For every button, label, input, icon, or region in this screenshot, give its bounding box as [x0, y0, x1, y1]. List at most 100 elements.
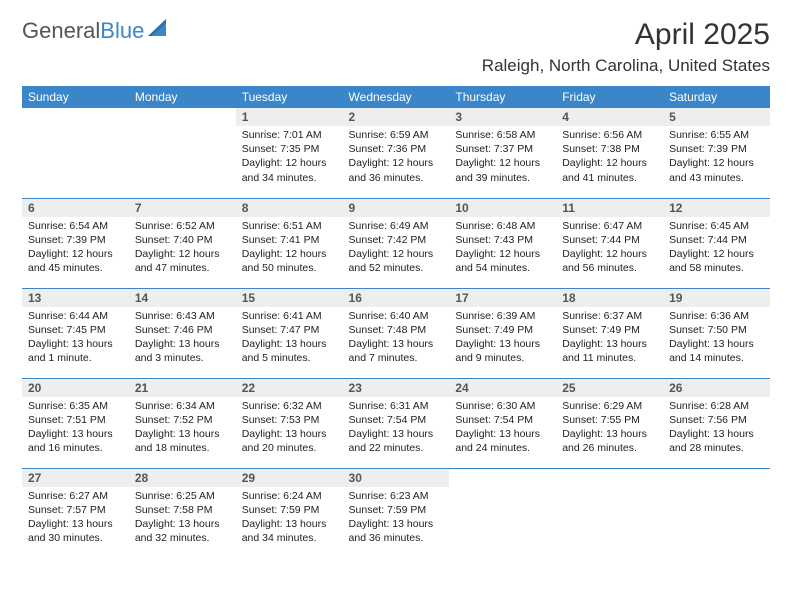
sunset-line: Sunset: 7:47 PM: [242, 323, 337, 337]
day-number: 6: [22, 199, 129, 217]
daylight-line: Daylight: 12 hours and 58 minutes.: [669, 247, 764, 275]
sunrise-line: Sunrise: 6:44 AM: [28, 309, 123, 323]
calendar-cell: 28Sunrise: 6:25 AMSunset: 7:58 PMDayligh…: [129, 468, 236, 558]
sunset-line: Sunset: 7:40 PM: [135, 233, 230, 247]
daylight-line: Daylight: 12 hours and 41 minutes.: [562, 156, 657, 184]
sunset-line: Sunset: 7:58 PM: [135, 503, 230, 517]
day-number: 13: [22, 289, 129, 307]
day-body: Sunrise: 6:30 AMSunset: 7:54 PMDaylight:…: [449, 397, 556, 460]
day-number: 19: [663, 289, 770, 307]
calendar-cell: 3Sunrise: 6:58 AMSunset: 7:37 PMDaylight…: [449, 108, 556, 198]
day-body: Sunrise: 6:29 AMSunset: 7:55 PMDaylight:…: [556, 397, 663, 460]
day-body: Sunrise: 6:31 AMSunset: 7:54 PMDaylight:…: [343, 397, 450, 460]
calendar-cell: ..: [663, 468, 770, 558]
calendar-cell: 18Sunrise: 6:37 AMSunset: 7:49 PMDayligh…: [556, 288, 663, 378]
calendar-cell: 8Sunrise: 6:51 AMSunset: 7:41 PMDaylight…: [236, 198, 343, 288]
sunset-line: Sunset: 7:48 PM: [349, 323, 444, 337]
day-number: 5: [663, 108, 770, 126]
sunset-line: Sunset: 7:54 PM: [349, 413, 444, 427]
sunrise-line: Sunrise: 6:23 AM: [349, 489, 444, 503]
sunrise-line: Sunrise: 6:54 AM: [28, 219, 123, 233]
sunset-line: Sunset: 7:56 PM: [669, 413, 764, 427]
sunrise-line: Sunrise: 6:41 AM: [242, 309, 337, 323]
sunset-line: Sunset: 7:37 PM: [455, 142, 550, 156]
sunrise-line: Sunrise: 6:28 AM: [669, 399, 764, 413]
brand-name-part2: Blue: [100, 18, 144, 43]
daylight-line: Daylight: 13 hours and 24 minutes.: [455, 427, 550, 455]
calendar-cell: 27Sunrise: 6:27 AMSunset: 7:57 PMDayligh…: [22, 468, 129, 558]
day-number: 28: [129, 469, 236, 487]
sunrise-line: Sunrise: 6:34 AM: [135, 399, 230, 413]
calendar-cell: 25Sunrise: 6:29 AMSunset: 7:55 PMDayligh…: [556, 378, 663, 468]
sunset-line: Sunset: 7:52 PM: [135, 413, 230, 427]
calendar-cell: 13Sunrise: 6:44 AMSunset: 7:45 PMDayligh…: [22, 288, 129, 378]
daylight-line: Daylight: 13 hours and 22 minutes.: [349, 427, 444, 455]
sunrise-line: Sunrise: 6:24 AM: [242, 489, 337, 503]
sunrise-line: Sunrise: 6:35 AM: [28, 399, 123, 413]
sunrise-line: Sunrise: 6:55 AM: [669, 128, 764, 142]
daylight-line: Daylight: 12 hours and 50 minutes.: [242, 247, 337, 275]
day-body: Sunrise: 6:24 AMSunset: 7:59 PMDaylight:…: [236, 487, 343, 550]
day-body: Sunrise: 6:36 AMSunset: 7:50 PMDaylight:…: [663, 307, 770, 370]
weekday-header: Friday: [556, 86, 663, 108]
calendar-cell: 2Sunrise: 6:59 AMSunset: 7:36 PMDaylight…: [343, 108, 450, 198]
day-body: Sunrise: 6:37 AMSunset: 7:49 PMDaylight:…: [556, 307, 663, 370]
day-body: Sunrise: 6:58 AMSunset: 7:37 PMDaylight:…: [449, 126, 556, 189]
daylight-line: Daylight: 13 hours and 30 minutes.: [28, 517, 123, 545]
page-header: GeneralBlue April 2025 Raleigh, North Ca…: [22, 18, 770, 76]
day-number: 7: [129, 199, 236, 217]
calendar-table: SundayMondayTuesdayWednesdayThursdayFrid…: [22, 86, 770, 558]
calendar-cell: 19Sunrise: 6:36 AMSunset: 7:50 PMDayligh…: [663, 288, 770, 378]
sunset-line: Sunset: 7:59 PM: [242, 503, 337, 517]
day-body: Sunrise: 6:44 AMSunset: 7:45 PMDaylight:…: [22, 307, 129, 370]
sunset-line: Sunset: 7:51 PM: [28, 413, 123, 427]
day-body: Sunrise: 6:25 AMSunset: 7:58 PMDaylight:…: [129, 487, 236, 550]
daylight-line: Daylight: 12 hours and 39 minutes.: [455, 156, 550, 184]
calendar-cell: 5Sunrise: 6:55 AMSunset: 7:39 PMDaylight…: [663, 108, 770, 198]
day-number: 14: [129, 289, 236, 307]
sunrise-line: Sunrise: 6:43 AM: [135, 309, 230, 323]
day-number: 30: [343, 469, 450, 487]
calendar-week: 20Sunrise: 6:35 AMSunset: 7:51 PMDayligh…: [22, 378, 770, 468]
day-number: 24: [449, 379, 556, 397]
sunset-line: Sunset: 7:55 PM: [562, 413, 657, 427]
sunrise-line: Sunrise: 6:47 AM: [562, 219, 657, 233]
daylight-line: Daylight: 13 hours and 28 minutes.: [669, 427, 764, 455]
sunrise-line: Sunrise: 6:39 AM: [455, 309, 550, 323]
calendar-week: 13Sunrise: 6:44 AMSunset: 7:45 PMDayligh…: [22, 288, 770, 378]
daylight-line: Daylight: 13 hours and 32 minutes.: [135, 517, 230, 545]
daylight-line: Daylight: 12 hours and 56 minutes.: [562, 247, 657, 275]
day-body: Sunrise: 6:51 AMSunset: 7:41 PMDaylight:…: [236, 217, 343, 280]
daylight-line: Daylight: 13 hours and 9 minutes.: [455, 337, 550, 365]
calendar-cell: 30Sunrise: 6:23 AMSunset: 7:59 PMDayligh…: [343, 468, 450, 558]
sunrise-line: Sunrise: 6:49 AM: [349, 219, 444, 233]
calendar-cell: 22Sunrise: 6:32 AMSunset: 7:53 PMDayligh…: [236, 378, 343, 468]
day-body: Sunrise: 6:59 AMSunset: 7:36 PMDaylight:…: [343, 126, 450, 189]
location-line: Raleigh, North Carolina, United States: [482, 56, 770, 76]
calendar-cell: 17Sunrise: 6:39 AMSunset: 7:49 PMDayligh…: [449, 288, 556, 378]
day-number: 12: [663, 199, 770, 217]
sunset-line: Sunset: 7:57 PM: [28, 503, 123, 517]
calendar-cell: 4Sunrise: 6:56 AMSunset: 7:38 PMDaylight…: [556, 108, 663, 198]
brand-name: GeneralBlue: [22, 18, 144, 44]
calendar-cell: ..: [22, 108, 129, 198]
day-body: Sunrise: 6:55 AMSunset: 7:39 PMDaylight:…: [663, 126, 770, 189]
weekday-header: Wednesday: [343, 86, 450, 108]
calendar-cell: 29Sunrise: 6:24 AMSunset: 7:59 PMDayligh…: [236, 468, 343, 558]
day-body: Sunrise: 6:47 AMSunset: 7:44 PMDaylight:…: [556, 217, 663, 280]
weekday-header: Monday: [129, 86, 236, 108]
weekday-header: Sunday: [22, 86, 129, 108]
calendar-cell: ..: [449, 468, 556, 558]
sunrise-line: Sunrise: 6:25 AM: [135, 489, 230, 503]
sunset-line: Sunset: 7:54 PM: [455, 413, 550, 427]
sunrise-line: Sunrise: 6:36 AM: [669, 309, 764, 323]
sunset-line: Sunset: 7:39 PM: [669, 142, 764, 156]
calendar-cell: 11Sunrise: 6:47 AMSunset: 7:44 PMDayligh…: [556, 198, 663, 288]
day-number: 2: [343, 108, 450, 126]
calendar-body: ....1Sunrise: 7:01 AMSunset: 7:35 PMDayl…: [22, 108, 770, 558]
daylight-line: Daylight: 13 hours and 1 minute.: [28, 337, 123, 365]
sunrise-line: Sunrise: 6:48 AM: [455, 219, 550, 233]
calendar-week: 6Sunrise: 6:54 AMSunset: 7:39 PMDaylight…: [22, 198, 770, 288]
calendar-head: SundayMondayTuesdayWednesdayThursdayFrid…: [22, 86, 770, 108]
weekday-header: Tuesday: [236, 86, 343, 108]
